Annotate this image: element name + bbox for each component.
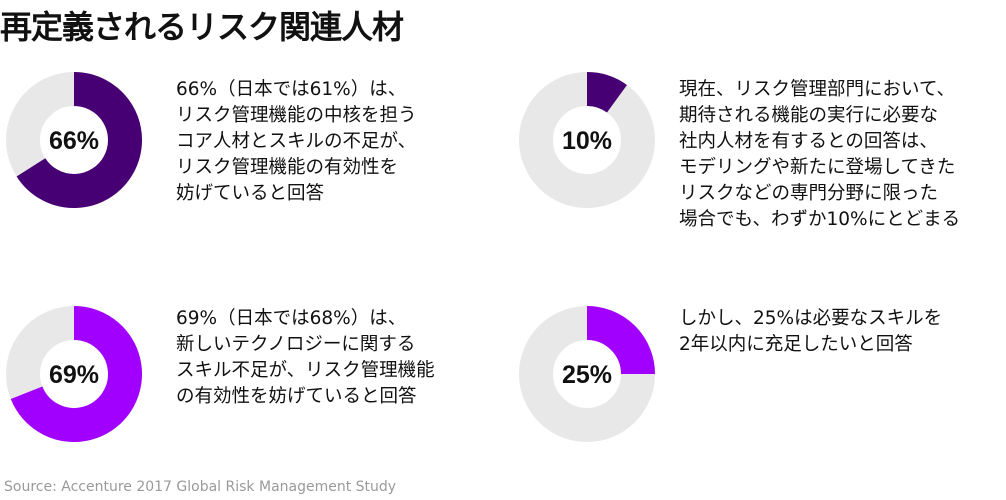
donut-chart-4: 25% <box>519 306 655 442</box>
donut-arc <box>586 306 655 375</box>
donut-chart-2: 10% <box>519 72 655 208</box>
description-line: 場合でも、わずか10%にとどまる <box>679 209 961 230</box>
description-4: しかし、25%は必要なスキルを 2年以内に充足したいと回答 <box>679 306 942 358</box>
description-line: の有効性を妨げていると回答 <box>176 386 417 407</box>
donut-value-label: 25% <box>562 361 612 389</box>
donut-value-label: 69% <box>49 361 99 389</box>
source-note: Source: Accenture 2017 Global Risk Manag… <box>4 479 397 495</box>
donut-value-label: 10% <box>562 127 612 155</box>
description-line: リスク管理機能の有効性を <box>176 157 399 178</box>
donut-value-label: 66% <box>49 127 99 155</box>
donut-arc <box>16 72 142 208</box>
description-line: 新しいテクノロジーに関する <box>176 334 416 355</box>
description-line: 妨げていると回答 <box>176 183 325 204</box>
description-line: リスクなどの専門分野に限った <box>679 183 939 204</box>
donut-svg-3: 69% <box>6 306 142 442</box>
description-line: 期待される機能の実行に必要な <box>679 105 939 126</box>
description-3: 69%（日本では68%）は、 新しいテクノロジーに関する スキル不足が、リスク管… <box>176 306 435 410</box>
description-1: 66%（日本では61%）は、 リスク管理機能の中核を担う コア人材とスキルの不足… <box>176 77 417 207</box>
donut-svg-4: 25% <box>519 306 655 442</box>
description-line: スキル不足が、リスク管理機能 <box>176 360 435 381</box>
page-title: 再定義されるリスク関連人材 <box>0 8 404 46</box>
description-line: 66%（日本では61%）は、 <box>176 79 407 100</box>
donut-chart-1: 66% <box>6 72 142 208</box>
description-line: コア人材とスキルの不足が、 <box>176 131 417 152</box>
description-line: 69%（日本では68%）は、 <box>176 308 407 329</box>
description-line: しかし、25%は必要なスキルを <box>679 308 943 329</box>
description-line: リスク管理機能の中核を担う <box>176 105 417 126</box>
description-line: モデリングや新たに登場してきた <box>679 157 956 178</box>
description-line: 2年以内に充足したいと回答 <box>679 334 913 355</box>
donut-svg-1: 66% <box>6 72 142 208</box>
description-line: 社内人材を有するとの回答は、 <box>679 131 938 152</box>
donut-chart-3: 69% <box>6 306 142 442</box>
donut-arc <box>10 306 142 442</box>
description-2: 現在、リスク管理部門において、 期待される機能の実行に必要な 社内人材を有すると… <box>679 77 960 233</box>
donut-arc <box>586 72 627 113</box>
description-line: 現在、リスク管理部門において、 <box>679 79 956 100</box>
donut-svg-2: 10% <box>519 72 655 208</box>
